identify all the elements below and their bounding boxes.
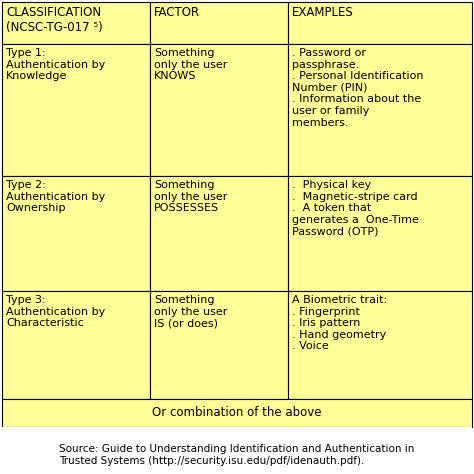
Bar	[2, 2, 150, 44]
Text: Something
only the user
POSSESSES: Something only the user POSSESSES	[154, 180, 228, 213]
Bar	[288, 176, 472, 291]
Bar	[150, 291, 288, 399]
Text: Source: Guide to Understanding Identification and Authentication in
Trusted Syst: Source: Guide to Understanding Identific…	[59, 444, 415, 466]
Bar	[2, 291, 150, 399]
Text: Type 3:
Authentication by
Characteristic: Type 3: Authentication by Characteristic	[6, 295, 105, 328]
Text: . Password or
passphrase.
. Personal Identification
Number (PIN)
. Information a: . Password or passphrase. . Personal Ide…	[292, 48, 423, 128]
Text: Something
only the user
KNOWS: Something only the user KNOWS	[154, 48, 228, 81]
Bar	[288, 44, 472, 176]
Text: Type 1:
Authentication by
Knowledge: Type 1: Authentication by Knowledge	[6, 48, 105, 81]
Text: FACTOR: FACTOR	[154, 6, 200, 19]
Text: Or combination of the above: Or combination of the above	[152, 407, 322, 419]
Text: CLASSIFICATION
(NCSC-TG-017 ⁵): CLASSIFICATION (NCSC-TG-017 ⁵)	[6, 6, 103, 34]
Bar	[288, 2, 472, 44]
Bar	[2, 427, 472, 474]
Bar	[2, 44, 150, 176]
Bar	[150, 44, 288, 176]
Bar	[150, 176, 288, 291]
Text: .  Physical key
.  Magnetic-stripe card
.  A token that
generates a  One-Time
Pa: . Physical key . Magnetic-stripe card . …	[292, 180, 419, 237]
Text: A Biometric trait:
. Fingerprint
. Iris pattern
. Hand geometry
. Voice: A Biometric trait: . Fingerprint . Iris …	[292, 295, 387, 351]
Bar	[2, 176, 150, 291]
Text: Something
only the user
IS (or does): Something only the user IS (or does)	[154, 295, 228, 328]
Text: EXAMPLES: EXAMPLES	[292, 6, 354, 19]
Text: Type 2:
Authentication by
Ownership: Type 2: Authentication by Ownership	[6, 180, 105, 213]
Bar	[288, 291, 472, 399]
Bar	[150, 2, 288, 44]
Bar	[2, 399, 472, 427]
